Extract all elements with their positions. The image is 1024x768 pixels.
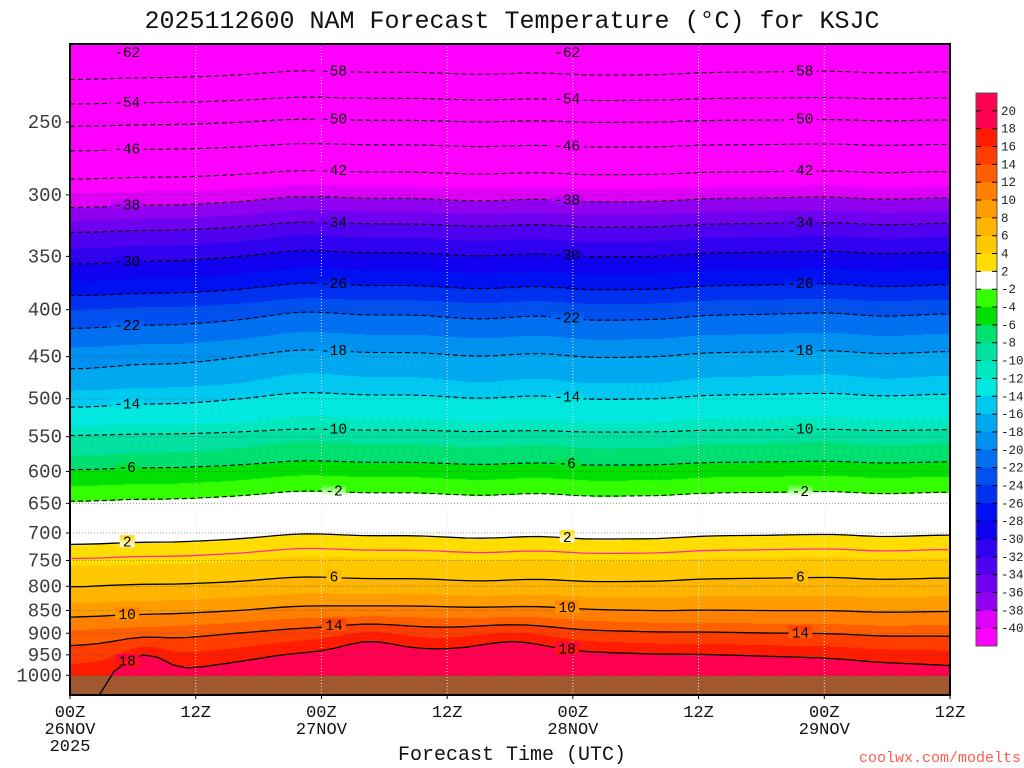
svg-text:650: 650 [28, 493, 62, 515]
svg-text:550: 550 [28, 427, 62, 449]
svg-text:00Z: 00Z [55, 704, 86, 723]
svg-text:14: 14 [1001, 158, 1016, 172]
svg-text:00Z: 00Z [306, 704, 337, 723]
svg-text:-16: -16 [1001, 408, 1024, 422]
svg-text:2: 2 [1001, 265, 1009, 279]
svg-text:-38: -38 [1001, 604, 1024, 618]
svg-text:-8: -8 [1001, 337, 1016, 351]
svg-text:12Z: 12Z [180, 704, 211, 723]
svg-text:350: 350 [28, 246, 62, 268]
svg-text:450: 450 [28, 347, 62, 369]
svg-text:500: 500 [28, 389, 62, 411]
svg-text:4: 4 [1001, 248, 1009, 262]
svg-text:27NOV: 27NOV [296, 721, 348, 740]
svg-text:12Z: 12Z [432, 704, 463, 723]
svg-text:16: 16 [1001, 141, 1016, 155]
svg-text:-14: -14 [1001, 390, 1024, 404]
svg-text:-4: -4 [1001, 301, 1016, 315]
svg-text:1000: 1000 [16, 665, 62, 687]
svg-text:18: 18 [1001, 123, 1016, 137]
svg-text:600: 600 [28, 461, 62, 483]
svg-text:-32: -32 [1001, 551, 1024, 565]
svg-text:900: 900 [28, 623, 62, 645]
svg-text:250: 250 [28, 112, 62, 134]
svg-text:750: 750 [28, 551, 62, 573]
svg-text:-34: -34 [1001, 569, 1024, 583]
svg-text:28NOV: 28NOV [547, 721, 599, 740]
svg-text:-22: -22 [1001, 462, 1024, 476]
svg-text:700: 700 [28, 523, 62, 545]
svg-text:-2: -2 [1001, 283, 1016, 297]
svg-text:26NOV: 26NOV [44, 721, 96, 740]
svg-text:-30: -30 [1001, 533, 1024, 547]
svg-text:-40: -40 [1001, 622, 1024, 636]
svg-text:12: 12 [1001, 176, 1016, 190]
svg-text:850: 850 [28, 600, 62, 622]
svg-text:400: 400 [28, 300, 62, 322]
svg-text:-18: -18 [1001, 426, 1024, 440]
svg-text:300: 300 [28, 185, 62, 207]
svg-text:950: 950 [28, 645, 62, 667]
svg-text:00Z: 00Z [809, 704, 840, 723]
svg-text:-36: -36 [1001, 586, 1024, 600]
svg-text:-24: -24 [1001, 479, 1024, 493]
svg-text:20: 20 [1001, 105, 1016, 119]
svg-text:-28: -28 [1001, 515, 1024, 529]
svg-text:12Z: 12Z [683, 704, 714, 723]
svg-text:12Z: 12Z [935, 704, 966, 723]
svg-text:-10: -10 [1001, 355, 1024, 369]
svg-text:-12: -12 [1001, 372, 1024, 386]
svg-text:-6: -6 [1001, 319, 1016, 333]
svg-text:6: 6 [1001, 230, 1009, 244]
svg-text:-26: -26 [1001, 497, 1024, 511]
svg-text:800: 800 [28, 576, 62, 598]
svg-text:00Z: 00Z [558, 704, 589, 723]
svg-text:-20: -20 [1001, 444, 1024, 458]
svg-text:10: 10 [1001, 194, 1016, 208]
svg-text:8: 8 [1001, 212, 1009, 226]
svg-text:29NOV: 29NOV [799, 721, 851, 740]
